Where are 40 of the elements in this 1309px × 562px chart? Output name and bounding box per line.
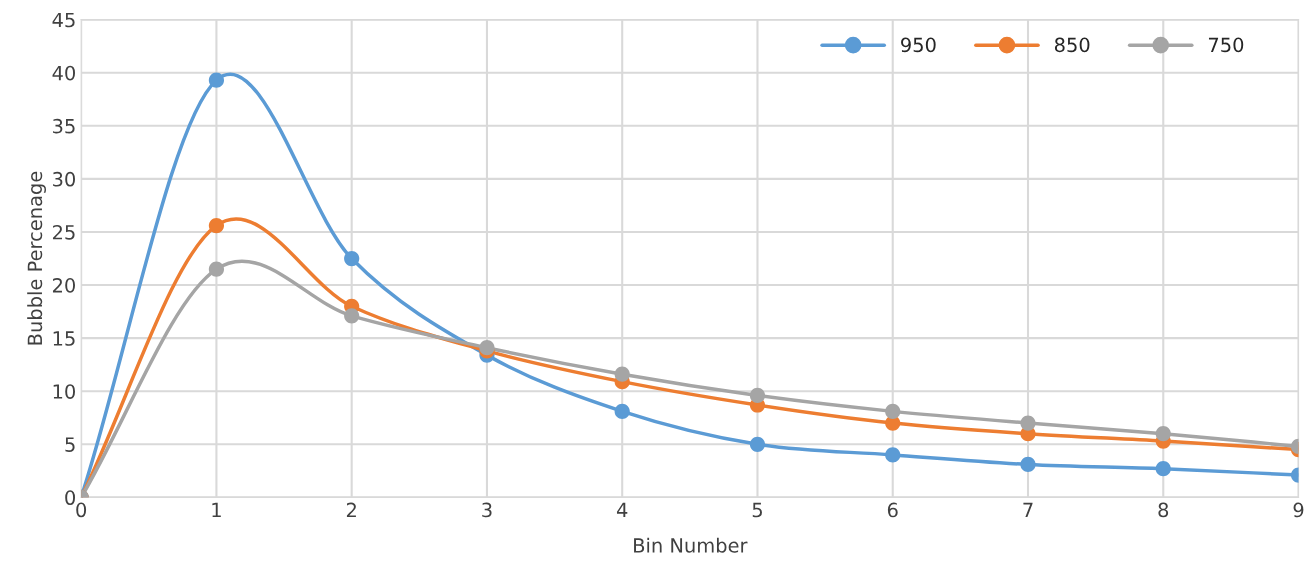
x-tick-label: 8 xyxy=(1158,502,1169,518)
point xyxy=(1155,426,1171,442)
legend-label: 750 xyxy=(1208,37,1244,53)
x-tick-label: 2 xyxy=(346,502,356,518)
point xyxy=(208,72,225,88)
x-axis-title: Bin Number xyxy=(634,537,748,553)
point xyxy=(749,387,766,404)
point xyxy=(614,366,630,382)
x-tick-label: 4 xyxy=(616,502,628,518)
y-tick-label: 40 xyxy=(52,65,76,81)
y-tick-label: 0 xyxy=(65,490,76,506)
legend-label: 950 xyxy=(901,37,936,53)
x-tick-label: 1 xyxy=(212,502,221,518)
y-tick-label: 5 xyxy=(65,437,75,452)
point xyxy=(344,250,360,267)
point xyxy=(614,403,630,419)
x-tick-label: 0 xyxy=(76,502,87,518)
point xyxy=(1155,461,1171,477)
y-tick-label: 30 xyxy=(53,171,76,187)
point xyxy=(344,308,360,324)
point xyxy=(749,436,766,452)
x-tick-label: 5 xyxy=(752,502,762,518)
x-tick-label: 6 xyxy=(887,502,898,518)
y-axis-title: Bubble Percenage xyxy=(27,171,46,345)
point xyxy=(208,218,225,234)
legend-label: 850 xyxy=(1054,37,1090,53)
y-tick-label: 20 xyxy=(52,278,76,293)
point xyxy=(885,403,901,419)
y-tick-label: 35 xyxy=(53,118,75,134)
x-tick-label: 7 xyxy=(1023,502,1033,518)
x-tick-label: 3 xyxy=(482,502,492,518)
point xyxy=(208,261,225,277)
y-tick-label: 25 xyxy=(52,224,75,240)
y-tick-label: 45 xyxy=(52,12,75,28)
point xyxy=(1020,415,1036,431)
y-tick-label: 10 xyxy=(53,384,76,399)
point xyxy=(1020,456,1036,473)
y-tick-label: 15 xyxy=(53,331,75,346)
x-tick-label: 9 xyxy=(1293,502,1304,518)
point xyxy=(885,447,901,463)
